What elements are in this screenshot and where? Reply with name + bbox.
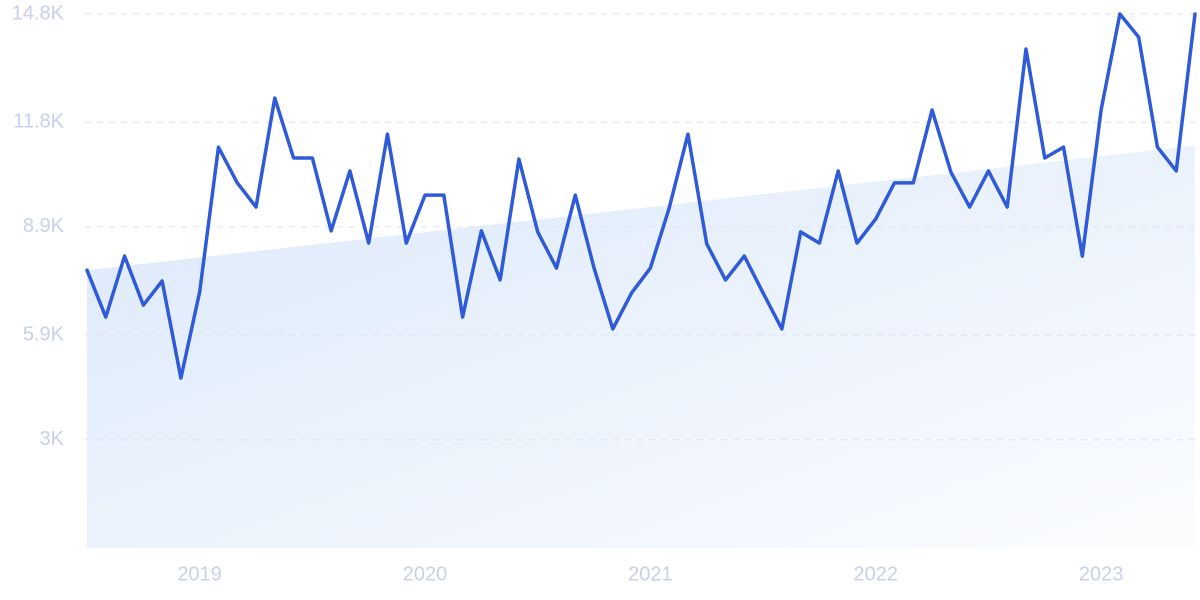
x-tick-label: 2023 <box>1079 563 1124 585</box>
trend-area <box>87 145 1195 548</box>
y-tick-label: 5.9K <box>23 323 65 345</box>
x-tick-label: 2020 <box>403 563 448 585</box>
x-tick-label: 2019 <box>177 563 222 585</box>
y-tick-label: 3K <box>40 428 65 450</box>
y-tick-label: 14.8K <box>12 2 65 24</box>
y-tick-label: 8.9K <box>23 215 65 237</box>
x-tick-label: 2021 <box>628 563 673 585</box>
x-tick-label: 2022 <box>853 563 898 585</box>
data-line <box>85 12 1197 380</box>
y-tick-label: 11.8K <box>13 111 64 133</box>
